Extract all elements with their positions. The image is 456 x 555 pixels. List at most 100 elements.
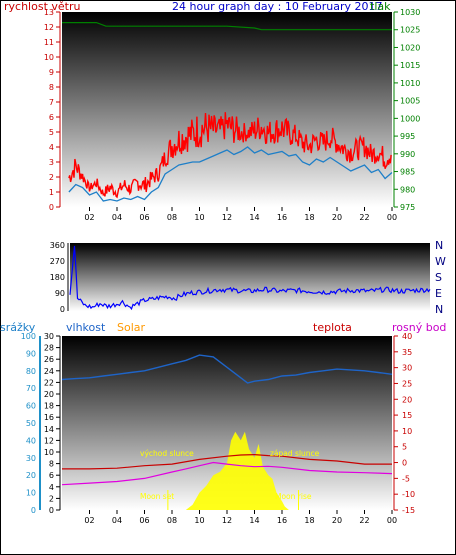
humidity-axis-tick-label: 30 — [44, 332, 54, 341]
pressure-axis-tick-label: 990 — [400, 150, 415, 159]
humidity-axis-tick-label: 4 — [49, 483, 54, 492]
humidity-axis-tick-label: 8 — [49, 460, 54, 469]
direction-axis-tick-label: 90 — [55, 289, 65, 298]
rain-axis-tick-label: 60 — [26, 402, 36, 411]
wind-gust-series — [68, 112, 392, 199]
wind-axis-tick-label: 6 — [49, 113, 54, 122]
wind-axis-tick-label: 11 — [44, 38, 54, 47]
wind-axis-tick-label: 7 — [49, 98, 54, 107]
wind-axis-tick-label: 4 — [49, 143, 54, 152]
humidity-axis-tick-label: 12 — [44, 436, 54, 445]
wind-axis-tick-label: 8 — [49, 83, 54, 92]
chart-title: 24 hour graph day : 10 February 2017 — [172, 0, 383, 13]
x-axis-tick-label: 14 — [249, 213, 259, 222]
wind-axis-tick-label: 13 — [44, 8, 54, 17]
rain-axis-tick-label: 40 — [26, 436, 36, 445]
legend-rain: srážky — [0, 321, 36, 334]
rain-axis-tick-label: 90 — [26, 349, 36, 358]
legend-temperature: teplota — [313, 321, 352, 334]
pressure-axis-tick-label: 980 — [400, 185, 415, 194]
panel1-background — [62, 12, 392, 207]
x-axis-tick-label: 06 — [139, 516, 149, 525]
temperature-axis-tick-label: -5 — [402, 474, 410, 483]
x-axis-tick-label: 04 — [112, 516, 122, 525]
compass-label: N — [435, 303, 443, 316]
rain-axis-tick-label: 70 — [26, 384, 36, 393]
wind-axis-tick-label: 3 — [49, 158, 54, 167]
wind-direction-series — [69, 245, 431, 311]
x-axis-tick-label: 08 — [167, 516, 177, 525]
wind-mean-series — [68, 146, 393, 202]
wind-axis-tick-label: 10 — [44, 53, 54, 62]
x-axis-tick-label: 22 — [359, 213, 369, 222]
direction-axis-tick-label: 360 — [50, 241, 65, 250]
moonset-annotation: Moon set — [140, 492, 174, 501]
pressure-axis-tick-label: 1000 — [400, 114, 420, 123]
pressure-axis-tick-label: 1030 — [400, 8, 420, 17]
pressure-axis-tick-label: 1015 — [400, 61, 420, 70]
compass-label: N — [435, 239, 443, 252]
x-axis-tick-label: 00 — [387, 516, 397, 525]
x-axis-tick-label: 08 — [167, 213, 177, 222]
x-axis-tick-label: 14 — [249, 516, 259, 525]
rain-axis-tick-label: 50 — [26, 419, 36, 428]
wind-axis-tick-label: 1 — [49, 188, 54, 197]
x-axis-tick-label: 12 — [222, 213, 232, 222]
temperature-axis-tick-label: -15 — [402, 506, 415, 515]
humidity-axis-tick-label: 6 — [49, 471, 54, 480]
rain-axis-tick-label: 80 — [26, 367, 36, 376]
wind-axis-tick-label: 0 — [49, 203, 54, 212]
x-axis-tick-label: 02 — [84, 516, 94, 525]
x-axis-tick-label: 22 — [359, 516, 369, 525]
compass-label: E — [435, 287, 442, 300]
humidity-axis-tick-label: 22 — [44, 378, 54, 387]
humidity-series — [61, 354, 393, 384]
pressure-label: tlak — [370, 0, 391, 13]
temperature-axis-tick-label: 40 — [402, 332, 412, 341]
legend-dewpoint: rosný bod — [392, 321, 446, 334]
wind-axis-tick-label: 12 — [44, 23, 54, 32]
humidity-axis-tick-label: 0 — [49, 506, 54, 515]
moonrise-annotation: Moon rise — [275, 492, 312, 501]
x-axis-tick-label: 20 — [332, 516, 342, 525]
humidity-axis-tick-label: 26 — [44, 355, 54, 364]
x-axis-tick-label: 00 — [387, 213, 397, 222]
direction-axis-tick-label: 270 — [50, 257, 65, 266]
legend-humidity: vlhkost — [66, 321, 106, 334]
pressure-axis-tick-label: 995 — [400, 132, 415, 141]
humidity-axis-tick-label: 24 — [44, 367, 54, 376]
temperature-axis-tick-label: 15 — [402, 411, 412, 420]
temperature-series — [62, 453, 392, 470]
temperature-axis-tick-label: 25 — [402, 379, 412, 388]
x-axis-tick-label: 16 — [277, 213, 287, 222]
wind-axis-tick-label: 2 — [49, 173, 54, 182]
humidity-axis-tick-label: 2 — [49, 494, 54, 503]
pressure-axis-tick-label: 1010 — [400, 79, 420, 88]
panel2-background — [70, 243, 430, 311]
temperature-axis-tick-label: -10 — [402, 490, 415, 499]
temperature-axis-tick-label: 10 — [402, 427, 412, 436]
humidity-axis-tick-label: 18 — [44, 402, 54, 411]
rain-axis-tick-label: 0 — [31, 506, 36, 515]
humidity-axis-tick-label: 28 — [44, 344, 54, 353]
x-axis-tick-label: 12 — [222, 516, 232, 525]
rain-axis-tick-label: 30 — [26, 454, 36, 463]
x-axis-tick-label: 04 — [112, 213, 122, 222]
rain-axis-tick-label: 100 — [21, 332, 36, 341]
x-axis-tick-label: 06 — [139, 213, 149, 222]
rain-axis-tick-label: 10 — [26, 489, 36, 498]
temperature-axis-tick-label: 0 — [402, 459, 407, 468]
temperature-axis-tick-label: 35 — [402, 348, 412, 357]
pressure-axis-tick-label: 1025 — [400, 26, 420, 35]
humidity-temp-chart: 0102030405060708090100024681012141618202… — [21, 332, 415, 525]
legend-solar: Solar — [117, 321, 146, 334]
sunrise-annotation: východ slunce — [140, 449, 194, 458]
x-axis-tick-label: 02 — [84, 213, 94, 222]
direction-axis-tick-label: 180 — [50, 273, 65, 282]
wind-axis-tick-label: 5 — [49, 128, 54, 137]
humidity-axis-tick-label: 10 — [44, 448, 54, 457]
humidity-axis-tick-label: 16 — [44, 413, 54, 422]
dewpoint-series — [61, 461, 393, 486]
